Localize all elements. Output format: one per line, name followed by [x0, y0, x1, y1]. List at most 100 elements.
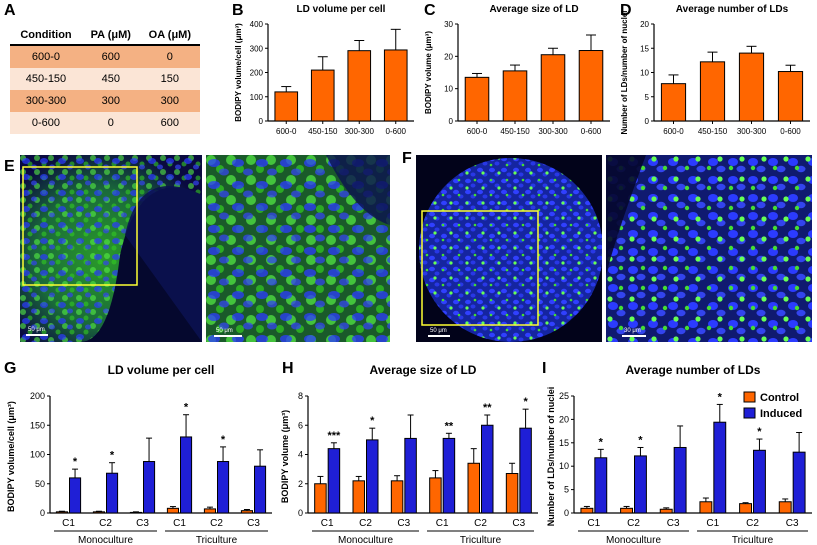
y-tick-label: 25: [559, 391, 569, 401]
x-tick-label: C3: [667, 518, 680, 529]
table-cell: 0-600: [31, 117, 61, 129]
bar: [464, 76, 490, 122]
chart-i-ld-number: Average number of LDs Number of LDs/numbe…: [546, 363, 812, 545]
bar-control: [92, 511, 106, 514]
significance-marker: *: [718, 391, 723, 403]
bar-control: [203, 508, 216, 514]
panel-label-f: F: [402, 150, 412, 167]
y-tick-label: 0: [645, 117, 650, 126]
bar: [540, 54, 566, 122]
x-tick-label: C1: [62, 518, 75, 529]
bar-induced: [143, 461, 156, 514]
table-row: 0-600 0 600: [10, 112, 200, 134]
bar-control: [314, 483, 327, 514]
y-axis-label: BODIPY volume (μm³): [424, 31, 433, 114]
y-tick-label: 0: [40, 508, 45, 518]
x-tick-label: 450-150: [500, 127, 530, 136]
significance-marker: *: [638, 434, 643, 446]
significance-marker: *: [184, 402, 189, 414]
fluorescence-image: [20, 155, 202, 342]
bar-induced: [713, 421, 727, 514]
table-header: OA (μM): [139, 26, 200, 46]
legend-label: Induced: [760, 408, 802, 420]
scale-label: 50 μm: [28, 327, 45, 333]
bar-control: [778, 501, 792, 514]
scale-bar: [428, 335, 450, 337]
y-tick-label: 0: [564, 508, 569, 518]
y-tick-label: 30: [444, 20, 453, 29]
bar-induced: [254, 465, 267, 514]
group-label: Triculture: [460, 535, 502, 545]
bar-control: [390, 480, 404, 514]
x-tick-label: 450-150: [308, 127, 338, 136]
y-tick-label: 0: [259, 117, 264, 126]
table-cell: 450-150: [25, 73, 67, 85]
bar-induced: [594, 457, 608, 514]
x-tick-label: 0-600: [386, 127, 407, 136]
bar-induced: [404, 437, 417, 514]
y-tick-label: 20: [559, 414, 569, 424]
panel-label-a: A: [4, 2, 16, 19]
panel-label-d: D: [620, 2, 632, 19]
chart-title: Average size of LD: [489, 4, 578, 15]
y-tick-label: 4: [298, 450, 303, 460]
table-cell: 600-0: [31, 51, 61, 63]
scale-bar: [214, 335, 242, 337]
bar-control: [352, 480, 365, 514]
bar-induced: [69, 477, 82, 514]
table-cell: 600: [160, 117, 179, 129]
y-tick-label: 150: [30, 420, 45, 430]
table-cell: 300-300: [25, 95, 67, 107]
x-tick-label: C1: [587, 518, 600, 529]
y-tick-label: 10: [444, 85, 453, 94]
chart-h-ld-size: Average size of LD BODIPY volume (μm³) 0 2 4…: [280, 363, 538, 545]
table-cell: 0: [166, 51, 173, 63]
bar-control: [166, 507, 179, 514]
fluorescence-image-zoom: [206, 155, 390, 342]
x-tick-label: 600-0: [663, 127, 684, 136]
chart-title: Average number of LDs: [626, 363, 761, 377]
y-tick-label: 0: [449, 117, 454, 126]
fluorescence-image-zoom: [606, 155, 812, 342]
x-tick-label: 450-150: [698, 127, 728, 136]
table-row: 300-300 300 300: [10, 90, 200, 112]
bar-induced: [106, 472, 119, 514]
bar-control: [699, 501, 713, 514]
y-tick-label: 5: [564, 485, 569, 495]
x-tick-label: C1: [173, 518, 186, 529]
x-tick-label: C3: [397, 518, 410, 529]
significance-marker: **: [445, 420, 454, 432]
bar: [347, 50, 372, 122]
zoom-region-box: [421, 210, 539, 326]
panel-label-e: E: [4, 158, 15, 175]
y-axis-label: BODIPY volume/cell (μm³): [234, 23, 243, 122]
y-tick-label: 200: [250, 69, 264, 78]
bar-induced: [753, 449, 766, 514]
y-tick-label: 400: [250, 20, 264, 29]
microscopy-e-right: 50 μm: [206, 155, 390, 342]
y-tick-label: 300: [250, 44, 264, 53]
chart-g-ld-volume: LD volume per cell BODIPY volume/cell (μm…: [6, 363, 272, 545]
bar-control: [620, 507, 633, 514]
significance-marker: *: [523, 396, 528, 408]
x-tick-label: C1: [706, 518, 719, 529]
y-axis-label: BODIPY volume/cell (μm³): [6, 401, 16, 512]
bar-control: [129, 511, 142, 514]
panel-label-i: I: [542, 360, 547, 377]
scale-label: 50 μm: [216, 328, 233, 334]
microscopy-f-left: 50 μm: [416, 155, 602, 342]
y-axis-label: BODIPY volume (μm³): [280, 410, 290, 503]
x-tick-label: C2: [627, 518, 640, 529]
x-tick-label: C2: [210, 518, 223, 529]
y-tick-label: 0: [298, 508, 303, 518]
legend-swatch: [743, 391, 756, 403]
y-axis-label: Number of LDs/number of nuclei: [620, 10, 629, 134]
bar: [578, 50, 604, 122]
bar-induced: [442, 437, 456, 514]
group-label: Monoculture: [606, 535, 661, 545]
table-header-row: Condition PA (μM) OA (μM): [10, 26, 200, 46]
table-header: PA (μM): [81, 26, 140, 46]
y-tick-label: 5: [645, 93, 650, 102]
bar: [502, 70, 528, 122]
chart-c-ld-size: Average size of LD BODIPY volume (μm³) 0 10…: [424, 4, 610, 136]
